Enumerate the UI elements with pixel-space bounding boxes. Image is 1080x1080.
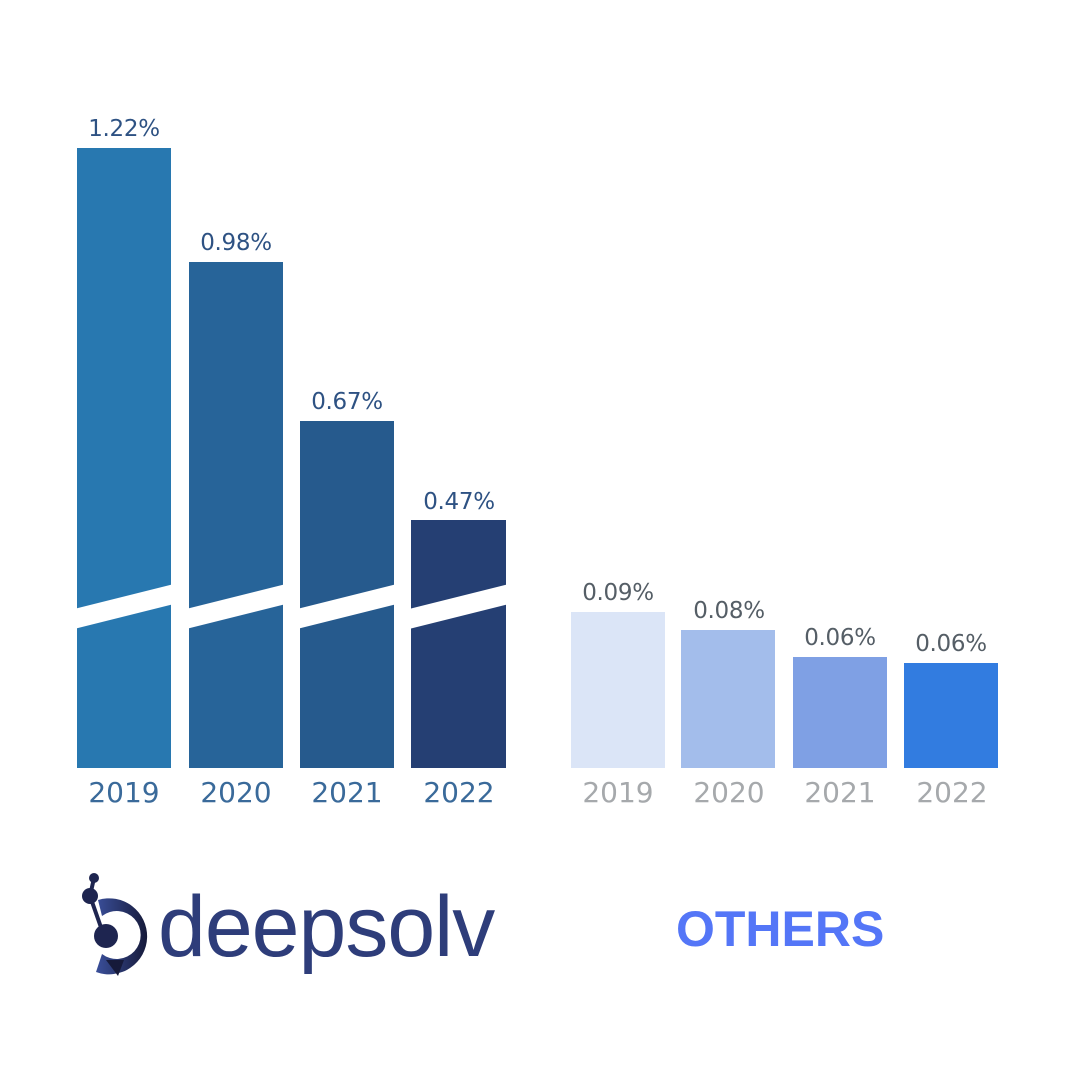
value-label: 0.06%: [915, 631, 987, 657]
deepsolv-logo-icon: [82, 873, 148, 976]
others-label: OTHERS: [676, 901, 885, 957]
year-label: 2022: [423, 776, 495, 809]
value-label: 0.06%: [804, 625, 876, 651]
bar-2020: [189, 262, 283, 768]
year-label: 2019: [88, 776, 160, 809]
value-label: 0.08%: [693, 598, 765, 624]
year-label: 2019: [582, 776, 654, 809]
bar-2022: [904, 663, 998, 768]
year-label: 2022: [916, 776, 988, 809]
value-label: 0.67%: [311, 389, 383, 415]
year-label: 2020: [693, 776, 765, 809]
bar-2022: [411, 520, 506, 768]
year-label: 2021: [804, 776, 876, 809]
value-label: 0.98%: [200, 230, 272, 256]
value-label: 0.47%: [423, 489, 495, 515]
bar-2021: [793, 657, 887, 768]
value-label: 1.22%: [88, 116, 160, 142]
year-label: 2020: [200, 776, 272, 809]
bar-2020: [681, 630, 775, 768]
bar-2019: [77, 148, 171, 768]
value-label: 0.09%: [582, 580, 654, 606]
bar-2019: [571, 612, 665, 768]
brand-name: deepsolv: [158, 879, 495, 975]
year-label: 2021: [311, 776, 383, 809]
deepsolv-logo: deepsolv: [76, 872, 526, 982]
